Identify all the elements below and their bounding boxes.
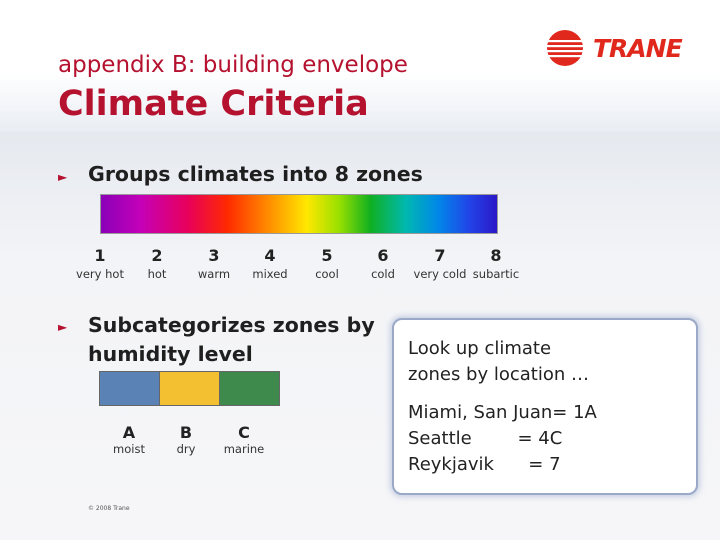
callout-example: Miami, San Juan= 1A bbox=[408, 402, 597, 423]
zone-number: 2 bbox=[151, 246, 163, 265]
humidity-swatch-dry bbox=[159, 371, 220, 406]
callout-intro-line: Look up climate bbox=[408, 338, 552, 359]
callout-example: Reykjavik = 7 bbox=[408, 454, 561, 475]
zone-number: 4 bbox=[264, 246, 276, 265]
copyright-notice: © 2008 Trane bbox=[88, 505, 130, 512]
zone-number: 7 bbox=[434, 246, 446, 265]
zone-label: warm bbox=[197, 267, 231, 281]
zone-number: 3 bbox=[208, 246, 220, 265]
header-band bbox=[0, 0, 720, 132]
bullet-icon: ► bbox=[58, 320, 68, 334]
zone-label: very hot bbox=[76, 267, 124, 281]
zone-label: cold bbox=[371, 267, 395, 281]
zone-number: 5 bbox=[321, 246, 333, 265]
trane-logo-text: TRANE bbox=[593, 34, 683, 63]
humidity-label: dry bbox=[176, 442, 196, 456]
humidity-swatch-moist bbox=[99, 371, 160, 406]
zone-label: very cold bbox=[413, 267, 467, 281]
bullet-humidity-text: Subcategorizes zones by humidity level bbox=[88, 313, 375, 366]
bullet-icon: ► bbox=[58, 170, 68, 184]
zone-label: subartic bbox=[472, 267, 520, 281]
lookup-callout-box bbox=[392, 318, 698, 495]
slide-subtitle: appendix B: building envelope bbox=[58, 52, 408, 78]
climate-zone-spectrum bbox=[100, 194, 498, 234]
humidity-letter: C bbox=[238, 423, 250, 442]
zone-number: 6 bbox=[377, 246, 389, 265]
slide-title: Climate Criteria bbox=[58, 84, 369, 124]
humidity-letter: A bbox=[122, 423, 136, 442]
humidity-letter: B bbox=[179, 423, 193, 442]
zone-number: 1 bbox=[94, 246, 106, 265]
callout-example: Seattle = 4C bbox=[408, 428, 563, 449]
zone-number: 8 bbox=[490, 246, 502, 265]
zone-label: mixed bbox=[252, 267, 288, 281]
bullet-humidity: Subcategorizes zones by humidity level bbox=[88, 311, 388, 369]
humidity-label: moist bbox=[113, 442, 145, 456]
trane-logo-mark bbox=[547, 30, 587, 66]
humidity-swatch-marine bbox=[219, 371, 280, 406]
trane-logo: TRANE bbox=[545, 28, 690, 68]
callout-intro-line: zones by location … bbox=[408, 364, 589, 385]
zone-label: cool bbox=[315, 267, 339, 281]
bullet-zones: Groups climates into 8 zones bbox=[88, 162, 423, 186]
humidity-label: marine bbox=[223, 442, 265, 456]
zone-label: hot bbox=[147, 267, 167, 281]
